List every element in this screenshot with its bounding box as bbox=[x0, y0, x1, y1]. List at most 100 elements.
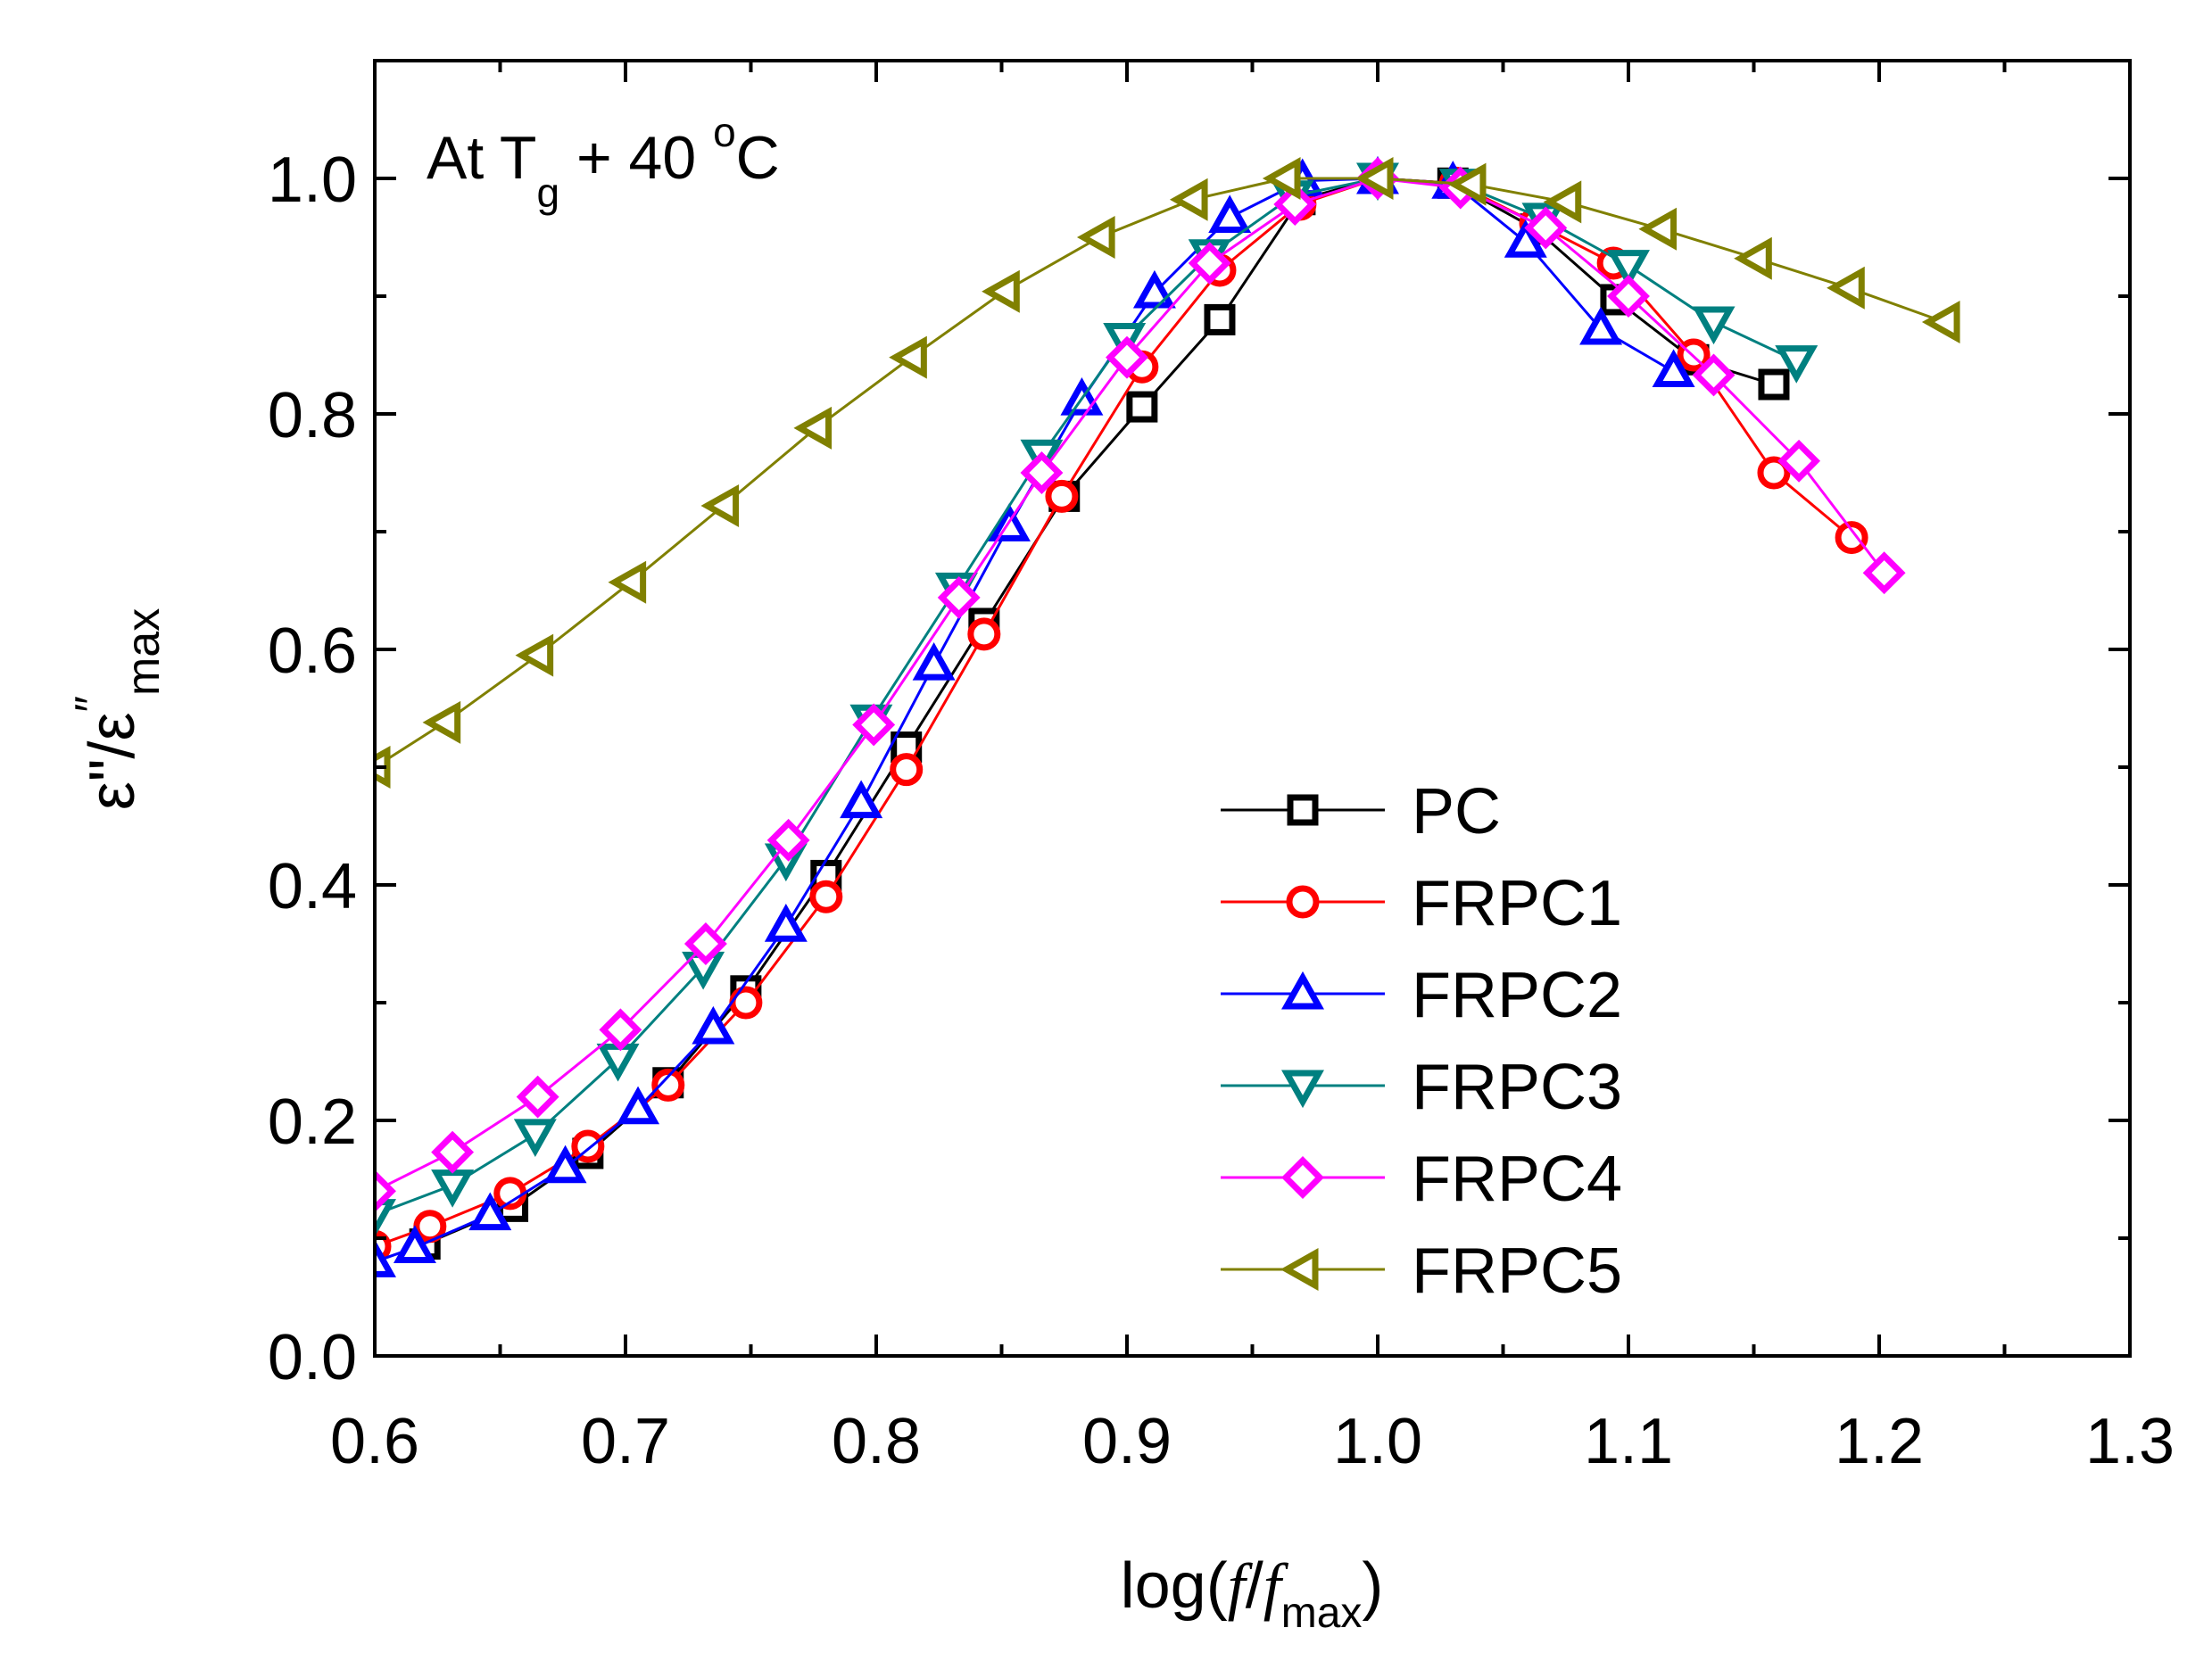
data-point-FRPC4 bbox=[431, 1130, 475, 1174]
data-point-FRPC3 bbox=[375, 1199, 396, 1237]
data-point-FRPC2 bbox=[375, 1239, 396, 1277]
data-point-FRPC4 bbox=[1273, 183, 1317, 226]
legend-label: PC bbox=[1412, 776, 1501, 847]
data-point-FRPC3 bbox=[1607, 250, 1650, 288]
data-point-FRPC3 bbox=[1775, 345, 1818, 384]
data-point-FRPC4 bbox=[1524, 206, 1568, 250]
legend-label: FRPC5 bbox=[1412, 1235, 1622, 1307]
x-tick-label: 1.1 bbox=[1584, 1406, 1673, 1477]
data-point-FRPC4 bbox=[375, 1169, 396, 1213]
data-point-FRPC5 bbox=[1169, 178, 1208, 221]
data-point-FRPC1 bbox=[809, 880, 843, 913]
legend-item-PC: PC bbox=[1221, 776, 1501, 847]
legend-marker bbox=[1280, 1248, 1319, 1291]
data-point-FRPC5 bbox=[982, 269, 1020, 313]
data-point-FRPC1 bbox=[1045, 479, 1079, 513]
x-tick-label: 0.8 bbox=[832, 1406, 921, 1477]
data-point-FRPC5 bbox=[1827, 266, 1865, 310]
data-point-FRPC2 bbox=[692, 1005, 735, 1045]
data-point-FRPC5 bbox=[1076, 216, 1115, 259]
data-point-FRPC5 bbox=[515, 633, 554, 677]
series-line-FRPC5 bbox=[375, 177, 1945, 769]
legend-item-FRPC3: FRPC3 bbox=[1221, 1052, 1622, 1123]
data-point-FRPC3 bbox=[513, 1119, 557, 1157]
legend-label: FRPC1 bbox=[1412, 868, 1622, 939]
data-point-FRPC3 bbox=[1692, 306, 1736, 345]
legend-item-FRPC1: FRPC1 bbox=[1221, 868, 1622, 939]
data-point-FRPC3 bbox=[431, 1169, 475, 1208]
x-axis-title: log(f/fmax) bbox=[1121, 1550, 1384, 1637]
data-point-FRPC1 bbox=[651, 1068, 685, 1102]
data-point-FRPC4 bbox=[852, 703, 896, 747]
legend-item-FRPC2: FRPC2 bbox=[1221, 960, 1622, 1031]
data-point-FRPC2 bbox=[1652, 349, 1695, 387]
data-point-FRPC5 bbox=[1734, 236, 1772, 280]
y-axis-title: ε"/ε″max bbox=[66, 608, 170, 810]
annotation-subscript: g bbox=[536, 169, 559, 216]
data-point-FRPC4 bbox=[683, 922, 727, 965]
x-tick-label: 0.9 bbox=[1082, 1406, 1172, 1477]
data-point-FRPC4 bbox=[1692, 353, 1736, 397]
y-tick-label: 0.6 bbox=[268, 616, 357, 687]
series-layer bbox=[375, 155, 1960, 1277]
y-tick-label: 1.0 bbox=[268, 145, 357, 216]
data-point-FRPC5 bbox=[1638, 207, 1678, 251]
data-point-FRPC4 bbox=[1777, 439, 1821, 483]
data-point-FRPC4 bbox=[1106, 335, 1148, 379]
data-point-FRPC4 bbox=[516, 1075, 559, 1119]
data-point-FRPC4 bbox=[1188, 242, 1231, 285]
x-tick-label: 0.7 bbox=[581, 1406, 670, 1477]
data-point-FRPC1 bbox=[1835, 521, 1868, 555]
legend-marker bbox=[1281, 1070, 1324, 1109]
data-point-FRPC5 bbox=[422, 700, 461, 744]
annotation-superscript: o bbox=[713, 109, 736, 155]
series-FRPC5 bbox=[375, 157, 1960, 789]
legend-item-FRPC5: FRPC5 bbox=[1221, 1235, 1622, 1307]
data-point-FRPC4 bbox=[599, 1008, 642, 1052]
data-point-FRPC2 bbox=[1579, 306, 1623, 345]
legend-item-FRPC4: FRPC4 bbox=[1221, 1144, 1622, 1215]
data-point-FRPC5 bbox=[793, 406, 833, 450]
series-FRPC4 bbox=[375, 157, 1906, 1213]
data-point-FRPC2 bbox=[1132, 269, 1176, 309]
data-point-FRPC5 bbox=[700, 483, 740, 527]
data-point-FRPC2 bbox=[1504, 219, 1547, 258]
legend: PC FRPC1 FRPC2 FRPC3 FRPC4 FRPC5 bbox=[1221, 776, 1622, 1307]
y-tick-label: 0.2 bbox=[268, 1087, 357, 1158]
legend-label: FRPC4 bbox=[1412, 1144, 1622, 1215]
data-point-PC bbox=[1204, 303, 1236, 335]
data-point-FRPC2 bbox=[840, 780, 883, 819]
data-point-FRPC2 bbox=[393, 1225, 436, 1264]
data-point-FRPC1 bbox=[967, 617, 1001, 651]
legend-label: FRPC3 bbox=[1412, 1052, 1622, 1123]
data-point-FRPC1 bbox=[729, 986, 763, 1020]
data-point-FRPC1 bbox=[1757, 456, 1791, 490]
data-point-FRPC4 bbox=[766, 818, 810, 862]
data-point-FRPC2 bbox=[764, 904, 808, 942]
data-point-FRPC2 bbox=[617, 1086, 660, 1125]
legend-marker bbox=[1286, 885, 1320, 919]
legend-marker bbox=[1281, 1156, 1324, 1199]
legend-marker bbox=[1287, 794, 1319, 826]
data-point-PC bbox=[1126, 391, 1158, 423]
data-point-FRPC5 bbox=[1447, 162, 1487, 206]
x-tick-label: 1.0 bbox=[1333, 1406, 1422, 1477]
y-tick-label: 0.4 bbox=[268, 851, 357, 922]
x-tick-label: 0.6 bbox=[330, 1406, 419, 1477]
data-point-FRPC4 bbox=[1607, 275, 1650, 318]
data-point-FRPC5 bbox=[1921, 301, 1960, 344]
data-point-FRPC5 bbox=[608, 560, 647, 604]
data-point-FRPC1 bbox=[890, 753, 924, 787]
x-tick-label: 1.3 bbox=[2085, 1406, 2175, 1477]
data-point-FRPC4 bbox=[1020, 451, 1064, 494]
data-point-FRPC5 bbox=[1543, 180, 1582, 224]
legend-label: FRPC2 bbox=[1412, 960, 1622, 1031]
data-point-PC bbox=[1758, 368, 1790, 401]
y-tick-label: 0.0 bbox=[268, 1322, 357, 1393]
x-tick-label: 1.2 bbox=[1835, 1406, 1924, 1477]
data-point-FRPC2 bbox=[912, 642, 956, 681]
data-point-FRPC5 bbox=[1355, 157, 1394, 200]
ticks-layer: 0.6 0.7 0.8 0.9 1.0 1.1 1.2 1.3 0.0 0.2 0.4 0.6 0.8 1… bbox=[268, 59, 2175, 1477]
data-point-FRPC5 bbox=[889, 335, 927, 379]
